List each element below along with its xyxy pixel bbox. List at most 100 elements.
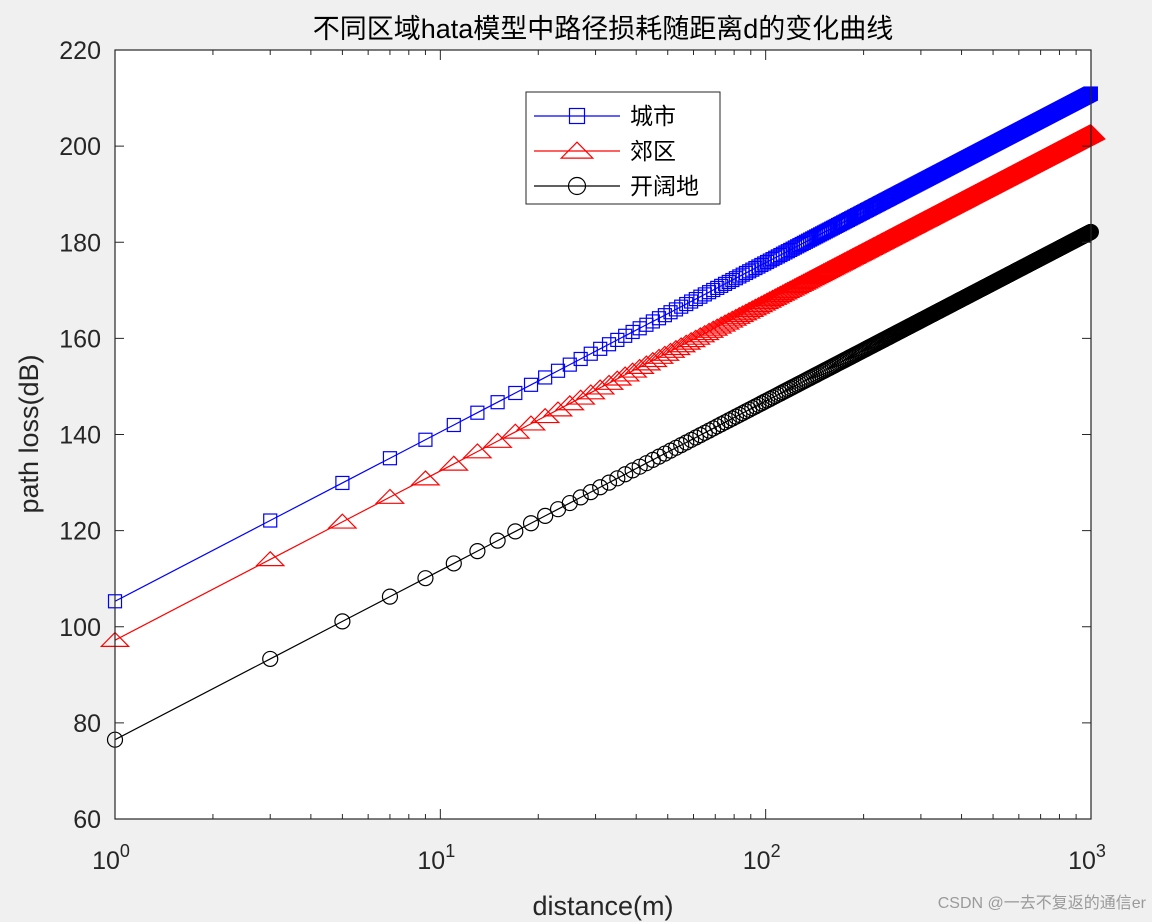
legend-item: 郊区 [534, 138, 676, 164]
data-point [562, 357, 577, 372]
data-point [490, 395, 505, 410]
data-point [593, 374, 625, 390]
data-point [507, 523, 524, 540]
data-point [637, 351, 668, 368]
minor-ticks [212, 50, 1077, 819]
data-point [649, 345, 680, 361]
data-point [255, 550, 286, 567]
x-tick-label: 103 [1068, 841, 1106, 875]
data-point [445, 555, 462, 572]
series-layer [99, 86, 1106, 748]
x-tick-base: 10 [92, 847, 120, 875]
data-point [696, 424, 713, 441]
x-tick-exponent: 0 [120, 841, 130, 861]
data-point [684, 294, 699, 309]
data-point [500, 423, 531, 439]
data-point [565, 389, 596, 405]
y-axis-label: path loss(dB) [14, 354, 44, 513]
data-point [593, 341, 608, 356]
y-axis-ticks: 60 80 100 120 140 160 180 200 220 [59, 37, 1091, 834]
series-triangle [99, 123, 1106, 647]
x-tick-exponent: 3 [1096, 841, 1106, 861]
data-point [698, 320, 729, 336]
data-point [462, 443, 493, 459]
data-point [674, 299, 689, 314]
data-point [522, 515, 540, 532]
data-point [657, 308, 672, 323]
data-point [438, 455, 469, 471]
data-point [585, 379, 616, 395]
data-point [523, 377, 539, 392]
data-point [418, 432, 433, 447]
data-point [335, 475, 350, 491]
y-tick-label: 200 [59, 133, 101, 161]
data-point [721, 274, 736, 290]
series-square [107, 86, 1098, 609]
data-point [754, 257, 769, 273]
data-point [717, 276, 733, 291]
data-point [687, 429, 704, 446]
data-point [489, 532, 506, 549]
data-point [660, 339, 692, 356]
data-point [583, 346, 598, 361]
data-point [679, 296, 694, 312]
x-axis-label: distance(m) [532, 891, 673, 921]
data-point [469, 543, 486, 560]
data-point [618, 328, 633, 343]
x-tick-label: 102 [743, 841, 781, 875]
series-circle [106, 223, 1099, 748]
data-point [602, 370, 633, 386]
y-tick-label: 220 [59, 37, 101, 65]
x-tick-base: 10 [1068, 847, 1096, 875]
data-point [262, 650, 279, 668]
legend-marker [567, 176, 587, 196]
data-point [573, 351, 588, 367]
x-tick-exponent: 2 [771, 841, 781, 861]
legend-marker [568, 107, 586, 125]
data-point [609, 470, 626, 487]
legend-label: 郊区 [630, 138, 676, 164]
data-point [334, 613, 351, 630]
data-point [410, 470, 441, 486]
data-point [655, 342, 686, 358]
data-point [542, 401, 574, 417]
data-point [601, 337, 617, 352]
data-point [737, 300, 768, 316]
x-tick-base: 10 [417, 847, 445, 875]
data-point [508, 385, 523, 401]
data-point [643, 348, 675, 364]
y-tick-label: 140 [59, 422, 101, 450]
data-point [327, 513, 358, 529]
legend-item: 城市 [534, 103, 676, 129]
data-point [663, 305, 678, 320]
data-point [716, 414, 734, 431]
data-point [575, 384, 606, 400]
data-point [582, 484, 599, 501]
data-point [600, 474, 618, 491]
data-point [263, 513, 278, 528]
data-point [693, 322, 725, 338]
y-tick-label: 180 [59, 229, 101, 257]
chart-title: 不同区域hata模型中路径损耗随距离d的变化曲线 [313, 14, 894, 44]
x-axis-ticks: 100 101 102 103 [92, 50, 1106, 875]
data-point [610, 332, 625, 348]
x-tick-base: 10 [743, 847, 771, 875]
legend-marker [559, 141, 595, 159]
x-tick-label: 101 [417, 841, 455, 875]
data-point [554, 395, 585, 411]
data-point [617, 466, 634, 483]
y-tick-label: 100 [59, 614, 101, 642]
data-point [666, 337, 697, 353]
legend-label: 城市 [630, 103, 676, 129]
data-point [374, 488, 406, 504]
legend-item: 开阔地 [534, 173, 699, 199]
data-point [714, 278, 729, 293]
data-point [382, 451, 398, 466]
data-point [561, 494, 578, 512]
data-point [668, 302, 684, 317]
data-point [713, 416, 730, 433]
data-point [470, 405, 485, 420]
